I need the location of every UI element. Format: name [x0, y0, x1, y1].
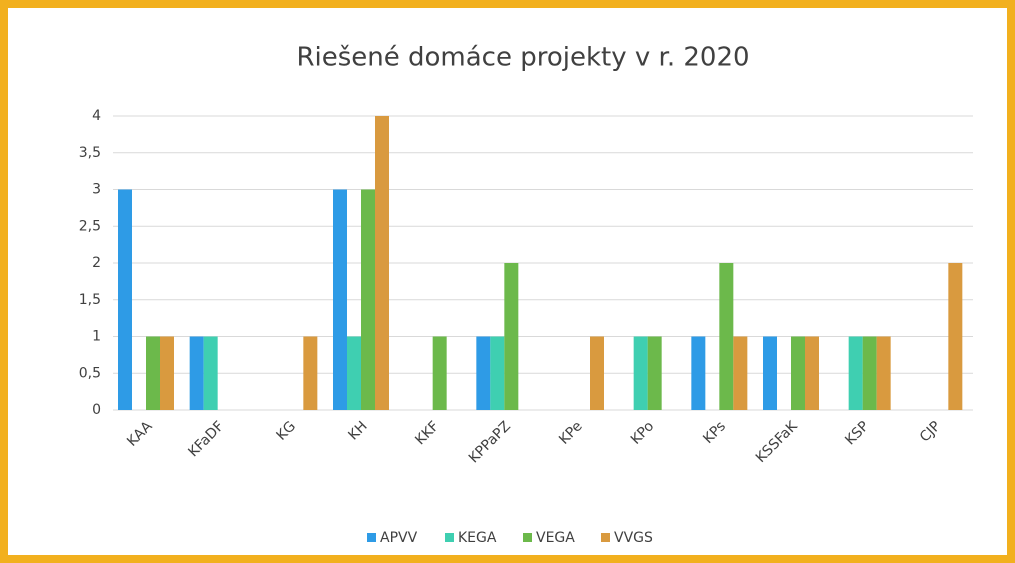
x-tick-label: CJP [917, 418, 944, 445]
bar [876, 336, 891, 410]
bar [118, 189, 132, 410]
y-tick-label: 0 [92, 402, 101, 418]
legend-label: APVV [380, 530, 418, 546]
bar [347, 336, 361, 410]
y-tick-label: 3 [92, 182, 101, 198]
bar [361, 189, 375, 410]
bar [504, 263, 519, 410]
bar [375, 116, 389, 410]
legend-label: VEGA [536, 530, 575, 546]
x-tick-label: KSP [842, 418, 872, 448]
x-tick-label: KPo [628, 418, 657, 447]
bar [189, 336, 204, 410]
bar [719, 263, 734, 410]
bar [733, 336, 748, 410]
y-tick-label: 4 [92, 108, 101, 124]
bar [203, 336, 218, 410]
bar [848, 336, 863, 410]
bar [160, 336, 174, 410]
x-tick-label: KAA [124, 418, 156, 450]
y-tick-label: 3,5 [79, 145, 101, 161]
legend-label: KEGA [458, 530, 497, 546]
bar [146, 336, 160, 410]
y-tick-label: 2,5 [79, 218, 101, 234]
bar [647, 336, 662, 410]
x-tick-label: KKF [412, 418, 442, 448]
bar [763, 336, 777, 410]
legend-swatch [367, 533, 376, 542]
bar [303, 336, 318, 410]
x-tick-label: KPs [700, 418, 729, 447]
x-tick-label: KH [345, 418, 370, 443]
y-tick-label: 2 [92, 255, 101, 271]
bar [948, 263, 963, 410]
bar [432, 336, 447, 410]
x-tick-label: KG [274, 418, 299, 443]
chart-frame: Riešené domáce projekty v r. 2020 0 0,5 1 1… [8, 8, 1007, 555]
x-tick-label: KPe [556, 418, 586, 448]
y-tick-label: 1 [92, 329, 101, 345]
bar [691, 336, 706, 410]
y-tick-label: 1,5 [79, 292, 101, 308]
bar [862, 336, 877, 410]
legend-swatch [601, 533, 610, 542]
bar [633, 336, 648, 410]
bar [590, 336, 604, 410]
chart-title: Riešené domáce projekty v r. 2020 [296, 43, 749, 73]
bar [476, 336, 491, 410]
x-tick-label: KPPaPZ [466, 418, 514, 466]
bar [333, 189, 347, 410]
x-tick-label: KSSFaK [753, 418, 801, 466]
legend-swatch [523, 533, 532, 542]
bar [490, 336, 505, 410]
chart: Riešené domáce projekty v r. 2020 0 0,5 1 1… [79, 43, 973, 546]
y-tick-label: 0,5 [79, 365, 101, 381]
x-tick-label: KFaDF [185, 418, 227, 460]
legend-swatch [445, 533, 454, 542]
bar [805, 336, 819, 410]
bar [791, 336, 805, 410]
legend-label: VVGS [614, 530, 653, 546]
